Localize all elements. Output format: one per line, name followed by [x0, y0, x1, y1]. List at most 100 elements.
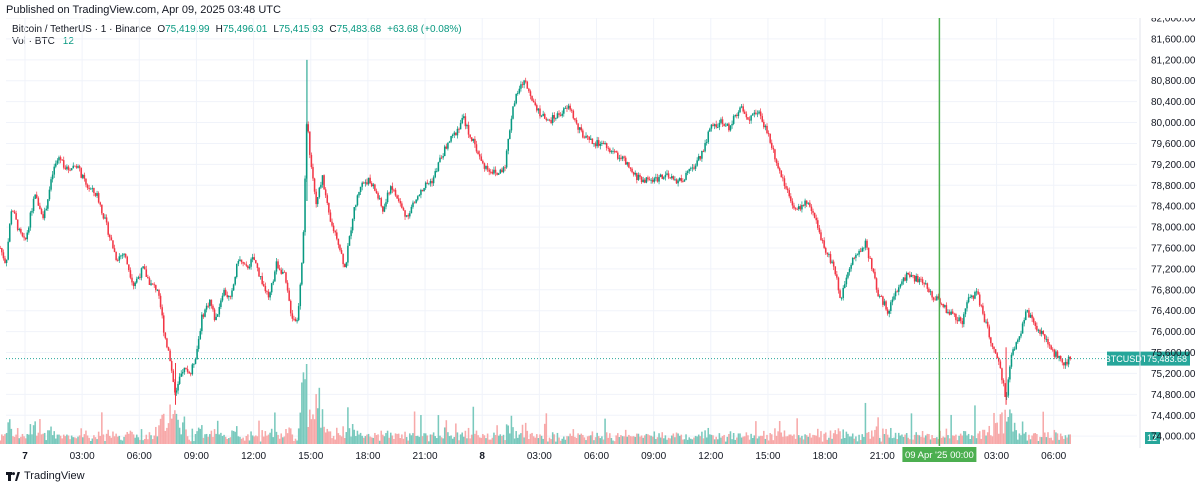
volume-bar: [480, 438, 482, 444]
candle-body: [141, 268, 143, 278]
candle-body: [900, 285, 902, 288]
volume-bar: [793, 434, 795, 444]
volume-bar: [90, 441, 92, 444]
volume-bar: [120, 440, 122, 444]
volume-bar: [992, 436, 994, 444]
volume-bar: [144, 439, 146, 444]
candle-body: [85, 179, 87, 185]
volume-bar: [855, 436, 857, 444]
volume-bar: [363, 438, 365, 444]
published-note: Published on TradingView.com, Apr 09, 20…: [6, 4, 281, 16]
candle-body: [820, 232, 822, 240]
candle-body: [125, 254, 127, 257]
candle-body: [933, 297, 935, 299]
candle-body: [57, 160, 59, 163]
candle-body: [827, 253, 829, 255]
candle-body: [38, 198, 40, 206]
volume-bar: [333, 436, 335, 444]
volume-bar: [295, 439, 297, 444]
volume-bar: [198, 428, 200, 444]
candle-body: [446, 147, 448, 149]
volume-bar: [1044, 433, 1046, 444]
candle-body: [325, 189, 327, 195]
candle-body: [195, 359, 197, 364]
candle-body: [973, 296, 975, 299]
volume-bar: [606, 432, 608, 444]
volume-bar: [82, 437, 84, 444]
volume-bar: [312, 414, 314, 444]
volume-bar: [634, 437, 636, 444]
candle-body: [268, 292, 270, 298]
candle-body: [779, 168, 781, 171]
volume-bar: [717, 439, 719, 444]
volume-bar: [69, 439, 71, 444]
candle-body: [1025, 312, 1027, 321]
candle-body: [393, 190, 395, 191]
volume-bar: [942, 437, 944, 444]
volume-bar: [212, 437, 214, 444]
candle-body: [44, 210, 46, 218]
volume-bar: [734, 440, 736, 444]
candle-body: [53, 167, 55, 175]
volume-bar: [869, 439, 871, 444]
volume-bar: [484, 435, 486, 444]
volume-bar: [1006, 422, 1008, 444]
candle-body: [763, 122, 765, 127]
candle-body: [4, 258, 6, 263]
volume-bar: [1012, 432, 1014, 444]
candle-body: [279, 268, 281, 270]
volume-bar: [774, 428, 776, 444]
volume-bar: [109, 436, 111, 444]
candle-body: [72, 166, 74, 169]
candle-body: [157, 290, 159, 291]
candle-body: [12, 211, 14, 212]
volume-bar: [723, 435, 725, 444]
candle-body: [765, 126, 767, 127]
volume-bar: [128, 434, 130, 444]
volume-bar: [487, 434, 489, 444]
candle-body: [80, 168, 82, 178]
candle-body: [484, 163, 486, 169]
candle-body: [988, 327, 990, 338]
candle-body: [587, 136, 589, 137]
candle-body: [322, 175, 324, 185]
candle-body: [909, 274, 911, 277]
volume-bar: [736, 437, 738, 444]
volume-bar: [1, 434, 3, 444]
volume-bar: [1008, 417, 1010, 444]
candle-body: [814, 213, 816, 218]
candle-body: [771, 143, 773, 148]
candle-body: [101, 205, 103, 214]
candle-body: [385, 202, 387, 206]
candle-body: [565, 108, 567, 109]
volume-bar: [28, 435, 30, 444]
volume-bar: [30, 424, 32, 444]
candle-body: [398, 198, 400, 201]
candle-body: [861, 248, 863, 251]
volume-bar: [12, 436, 14, 444]
candle-body: [495, 170, 497, 173]
candle-body: [977, 291, 979, 294]
volume-bar: [6, 433, 8, 444]
volume-bar: [527, 431, 529, 444]
candle-body: [717, 127, 719, 128]
time-tick-label: 15:00: [298, 451, 323, 462]
volume-bar: [798, 435, 800, 444]
candle-body: [815, 218, 817, 220]
volume-bar: [1061, 436, 1063, 444]
volume-bar: [379, 441, 381, 444]
volume-bar: [730, 431, 732, 444]
candle-body: [384, 207, 386, 212]
volume-bar: [914, 435, 916, 444]
volume-bar: [1017, 440, 1019, 444]
volume-bar: [504, 440, 506, 444]
volume-bar: [163, 414, 165, 444]
volume-bar: [571, 436, 573, 444]
candle-body: [1042, 331, 1044, 334]
candle-body: [698, 156, 700, 160]
candle-body: [944, 305, 946, 307]
candle-body: [1017, 340, 1019, 342]
volume-bar: [836, 434, 838, 444]
candle-body: [255, 260, 257, 263]
